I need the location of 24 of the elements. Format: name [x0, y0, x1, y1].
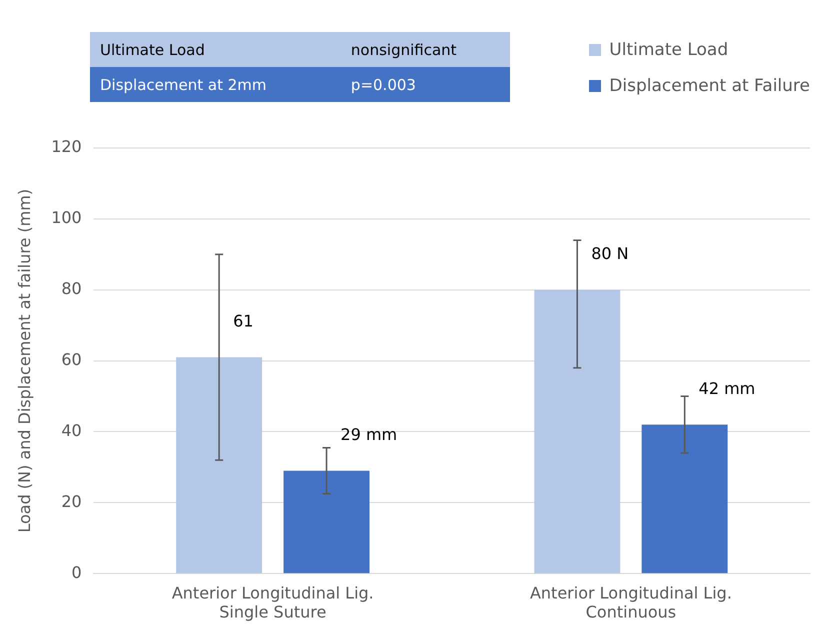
y-tick-label: 20	[61, 492, 82, 511]
text: Ultimate Load	[99, 40, 206, 60]
data-label: 80 N	[591, 244, 629, 264]
x-tick-label: Anterior Longitudinal Lig. Continuous	[530, 583, 732, 622]
y-tick-label: 120	[51, 137, 82, 156]
y-tick-label: 60	[61, 350, 82, 369]
legend-label: Displacement at Failure	[609, 76, 810, 96]
data-label: 29 mm	[340, 424, 398, 444]
x-tick-label: Anterior Longitudinal Lig. Single Suture	[172, 583, 374, 622]
y-tick-label: 80	[61, 279, 82, 298]
text: nonsignificant	[350, 40, 458, 60]
y-tick-label: 40	[61, 420, 82, 440]
bar	[534, 290, 620, 574]
bar	[176, 357, 262, 574]
bar	[284, 470, 370, 574]
y-tick-label: 0	[72, 562, 82, 582]
y-axis-title: Load (N) and Displacement at failure (mm)	[14, 188, 34, 533]
text: Displacement at 2mm	[99, 74, 268, 96]
bar	[642, 424, 728, 574]
text: p=0.003	[350, 74, 417, 96]
y-tick-label: 100	[51, 208, 82, 228]
data-label: 42 mm	[698, 378, 756, 398]
data-label: 61	[233, 311, 254, 330]
legend-label: Ultimate Load	[609, 40, 728, 60]
